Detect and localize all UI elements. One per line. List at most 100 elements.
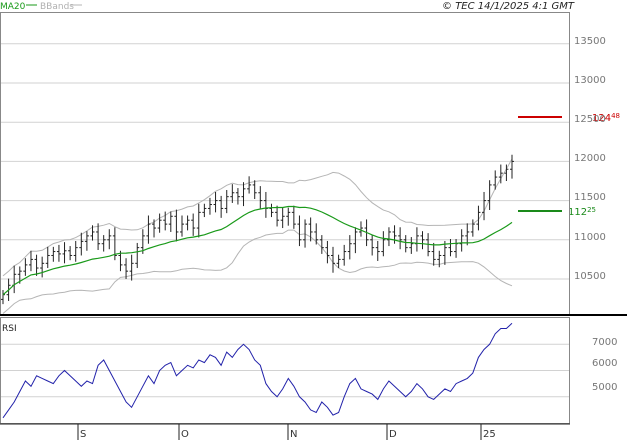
- y-tick-label: 11500: [574, 192, 606, 203]
- price-bar: [235, 188, 240, 205]
- date-label: D: [389, 429, 397, 440]
- price-bar: [247, 176, 252, 194]
- price-axis-labels: 10500 11000 11500 12000 12500 13000 1350…: [574, 36, 606, 282]
- y-tick-label: 12000: [574, 153, 606, 164]
- price-bar: [118, 250, 123, 272]
- date-label: N: [290, 429, 297, 440]
- price-bar: [375, 240, 380, 261]
- price-bar: [353, 227, 358, 254]
- price-bar: [482, 191, 487, 221]
- price-bar: [331, 246, 336, 273]
- price-bar: [347, 235, 352, 260]
- price-bar: [269, 203, 274, 218]
- price-bar: [325, 240, 330, 264]
- bbands-legend-label: BBands: [40, 2, 74, 12]
- ma20-line: [2, 205, 513, 296]
- y-tick-label: 13000: [574, 75, 606, 86]
- price-bar: [291, 205, 296, 229]
- price-bar: [90, 225, 95, 241]
- rsi-tick-label: 7000: [592, 337, 617, 348]
- price-bar: [476, 205, 481, 231]
- price-bar: [202, 203, 207, 218]
- price-bar: [129, 254, 134, 281]
- rsi-tick-label: 5000: [592, 382, 617, 393]
- price-bar: [392, 225, 397, 244]
- price-bar: [498, 164, 503, 184]
- price-bar: [135, 242, 140, 269]
- price-bar: [140, 229, 145, 254]
- price-bar: [146, 215, 151, 244]
- price-bar: [342, 244, 347, 266]
- price-bar: [303, 219, 308, 248]
- price-bar: [386, 227, 391, 247]
- price-bar: [230, 184, 235, 203]
- ma-level-label: 11225: [568, 206, 596, 218]
- price-bar: [358, 221, 363, 237]
- y-tick-label: 10500: [574, 271, 606, 282]
- price-bar: [336, 254, 341, 269]
- rsi-tick-label: 6000: [592, 358, 617, 369]
- copyright-timestamp: © TEC 14/1/2025 4:1 GMT: [442, 1, 575, 12]
- price-bar: [504, 164, 509, 181]
- price-bar: [465, 223, 470, 246]
- price-bar: [23, 258, 28, 276]
- price-bar: [442, 240, 447, 265]
- price-bar: [258, 186, 263, 209]
- price-bar: [191, 213, 196, 236]
- price-bar: [286, 207, 291, 226]
- price-bar: [297, 215, 302, 247]
- price-bar: [370, 235, 375, 256]
- price-bar: [381, 231, 386, 257]
- price-bar: [68, 246, 73, 261]
- date-label: O: [181, 429, 189, 440]
- price-bar: [163, 211, 168, 231]
- y-tick-label: 13500: [574, 36, 606, 47]
- ma20-legend-label: MA20: [0, 2, 26, 12]
- price-bar: [437, 250, 442, 268]
- price-bar: [174, 209, 179, 242]
- date-label: S: [80, 429, 86, 440]
- price-bar: [34, 254, 39, 276]
- price-bar: [403, 235, 408, 253]
- price-bar: [459, 229, 464, 252]
- price-bar: [448, 239, 453, 257]
- price-bar: [168, 211, 173, 232]
- price-bar: [28, 250, 33, 272]
- rsi-panel-title: RSI: [2, 324, 17, 334]
- price-bar: [319, 235, 324, 254]
- price-bar: [409, 237, 414, 254]
- price-bar: [207, 197, 212, 215]
- price-bar: [40, 256, 45, 278]
- price-bar: [152, 219, 157, 238]
- rsi-line: [2, 322, 513, 419]
- price-bar: [252, 180, 257, 200]
- price-bar: [510, 154, 514, 179]
- price-bar: [219, 195, 224, 218]
- price-bar: [84, 231, 89, 251]
- price-bar: [420, 231, 425, 250]
- price-bar: [314, 223, 319, 245]
- price-bar: [493, 170, 498, 190]
- price-bar: [62, 242, 67, 264]
- price-bar: [101, 235, 106, 252]
- price-bar: [275, 205, 280, 227]
- price-bar: [124, 258, 129, 279]
- price-bar: [96, 223, 101, 250]
- price-bar: [241, 182, 246, 207]
- price-bar: [280, 207, 285, 229]
- price-bar: [79, 232, 84, 256]
- price-bar: [51, 246, 56, 262]
- price-bar: [487, 180, 492, 211]
- bbands-lower-line: [2, 229, 513, 314]
- date-axis: S O N D 25: [77, 424, 496, 440]
- price-bar: [185, 215, 190, 231]
- price-bar: [196, 203, 201, 238]
- price-bar: [179, 215, 184, 237]
- price-bar: [56, 244, 61, 262]
- price-bar: [107, 229, 112, 250]
- price-bar: [73, 240, 78, 262]
- price-bar: [45, 246, 50, 269]
- date-label: 25: [483, 429, 496, 440]
- resistance-level-label: 12448: [592, 112, 620, 124]
